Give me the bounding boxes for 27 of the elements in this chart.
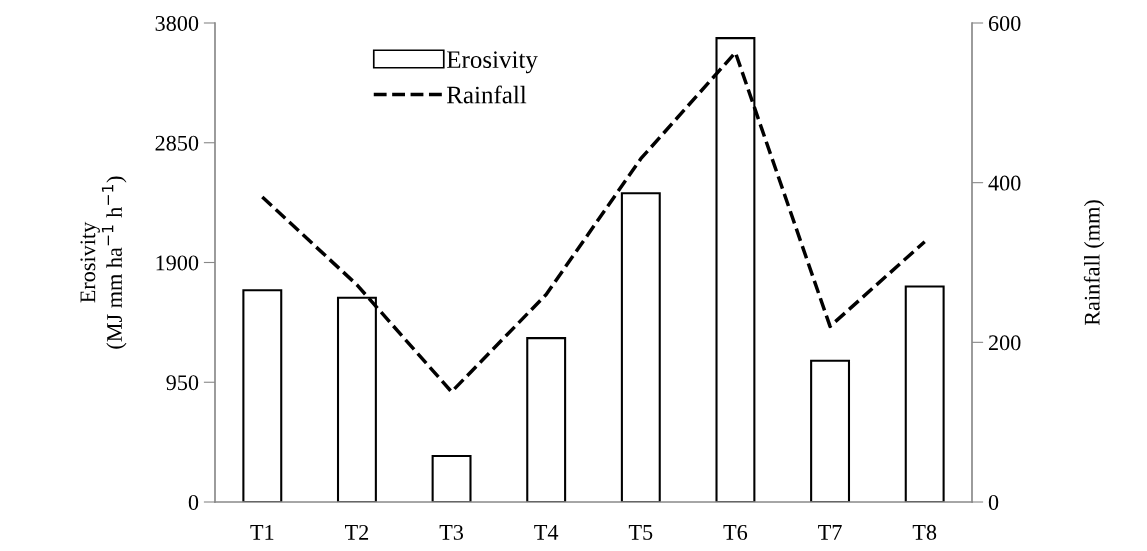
bar	[904, 285, 945, 502]
y2-tick-label: 400	[988, 175, 1021, 191]
x-tick-label: T6	[723, 524, 748, 540]
y-tick-label: 1900	[156, 255, 199, 271]
x-tick-label: T1	[250, 524, 274, 540]
y-axis-title: Erosivity (MJ mm ha$^{−1}$ h$^{−1}$)	[80, 176, 127, 349]
x-tick-label: T5	[628, 525, 653, 540]
bar	[620, 192, 661, 502]
x-tick-label: T2	[345, 524, 369, 540]
bar	[242, 289, 283, 502]
bar	[810, 359, 851, 502]
y-tick-label: 950	[166, 375, 199, 391]
y-tick-label: 0	[188, 494, 199, 510]
bar	[431, 454, 472, 502]
y2-tick-label: 600	[988, 15, 1021, 31]
legend-label: Erosivity	[446, 51, 538, 74]
x-tick-label: T8	[912, 524, 937, 540]
y2-axis-title: Rainfall (mm)	[1083, 200, 1105, 326]
y2-tick-label: 0	[988, 494, 999, 510]
x-tick-label: T7	[818, 525, 842, 540]
y2-tick-label: 200	[988, 335, 1021, 351]
legend-label: Rainfall	[446, 85, 527, 104]
y-tick-label: 3800	[155, 15, 199, 31]
x-tick-label: T3	[439, 524, 464, 540]
y-tick-label: 2850	[155, 135, 199, 151]
x-tick-label: T4	[534, 525, 559, 540]
bar	[526, 337, 567, 502]
